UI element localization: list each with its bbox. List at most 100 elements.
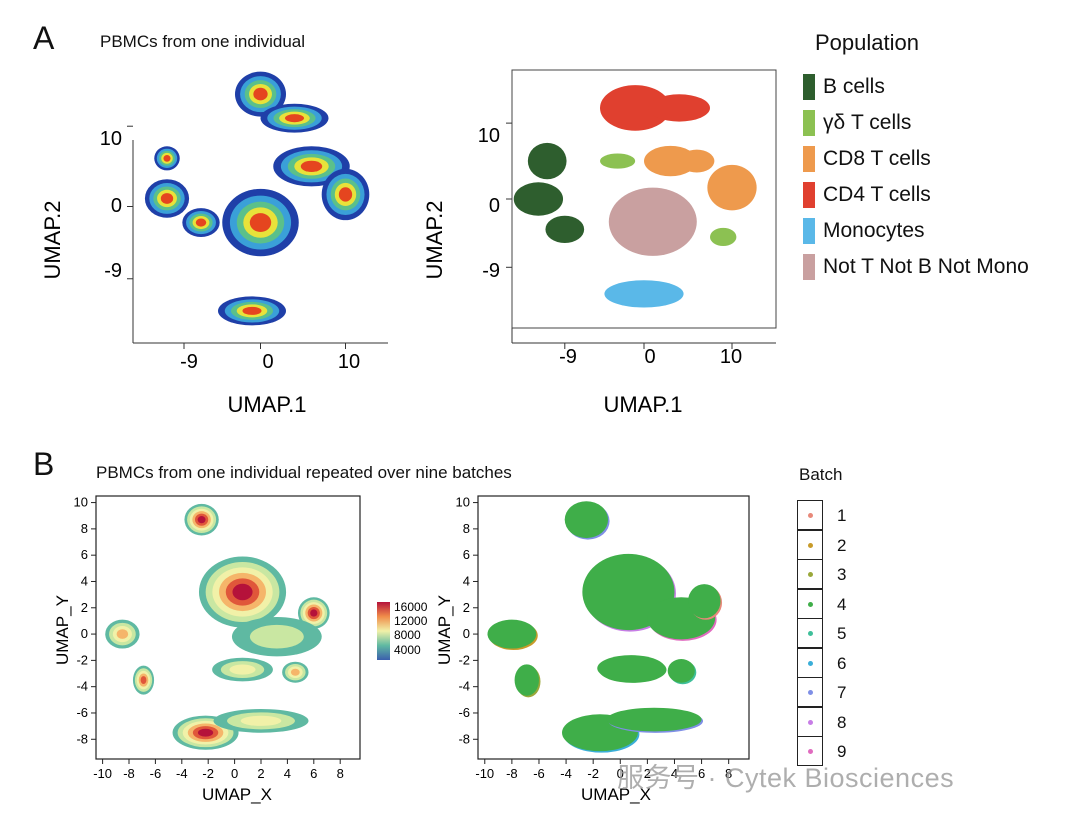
x-tick-label: 0 bbox=[617, 766, 624, 781]
batch-label: 5 bbox=[837, 624, 847, 643]
density-cluster bbox=[197, 728, 214, 737]
x-tick-label: -6 bbox=[150, 766, 162, 781]
y-tick-label: 0 bbox=[463, 626, 470, 641]
panel-b-plots: -10 -8 -6 -4 -2 0 2 4 6 8 10 8 6 4 2 0 -2 -4 -6 -8 UMAP_X U… bbox=[53, 495, 750, 804]
y-tick-label: -2 bbox=[458, 652, 470, 667]
y-tick-label: 4 bbox=[81, 573, 88, 588]
y-tick-label: 10 bbox=[456, 495, 470, 510]
batch-legend-item: 2 bbox=[797, 529, 857, 562]
y-tick-label: -9 bbox=[482, 260, 500, 282]
batch-cluster bbox=[487, 619, 537, 649]
legend-label: CD8 T cells bbox=[823, 147, 931, 170]
y-tick-label: 0 bbox=[489, 195, 500, 217]
x-axis-label: UMAP.1 bbox=[603, 392, 682, 417]
density-clusters bbox=[105, 503, 330, 750]
y-tick-label: -9 bbox=[104, 260, 122, 282]
umap-density-heatmap: -10 -8 -6 -4 -2 0 2 4 6 8 10 8 6 4 2 0 -2 -4 -6 -8 UMAP_X U… bbox=[53, 495, 428, 804]
legend-swatch bbox=[803, 74, 815, 100]
umap-population-plot: 10 0 -9 -9 0 10 UMAP.1 UMAP.2 bbox=[422, 69, 777, 417]
umap-batch-plot: -10 -8 -6 -4 -2 0 2 4 6 8 10 8 6 4 2 0 -2 -4 -6 -8 UMAP_X U… bbox=[435, 495, 750, 804]
batch-label: 1 bbox=[837, 506, 847, 525]
batch-label: 9 bbox=[837, 742, 847, 761]
x-tick-label: -8 bbox=[506, 766, 518, 781]
x-tick-label: 8 bbox=[725, 766, 732, 781]
legend-swatch bbox=[803, 218, 815, 244]
x-tick-label: -4 bbox=[560, 766, 572, 781]
batch-dot bbox=[808, 601, 813, 607]
population-cluster bbox=[648, 94, 710, 122]
population-cluster bbox=[600, 85, 671, 131]
batch-clusters bbox=[487, 501, 723, 753]
y-tick-label: -6 bbox=[76, 705, 88, 720]
batch-legend-item: 9 bbox=[797, 736, 857, 768]
density-cluster bbox=[229, 664, 256, 675]
y-tick-label: 0 bbox=[81, 626, 88, 641]
y-tick-label: 10 bbox=[74, 495, 88, 510]
y-tick-label: 2 bbox=[81, 600, 88, 615]
x-axis-label: UMAP_X bbox=[202, 785, 272, 804]
legend-item: CD8 T cells bbox=[803, 146, 931, 172]
legend-label: γδ T cells bbox=[823, 111, 912, 134]
x-tick-label: 0 bbox=[262, 351, 273, 373]
density-cluster bbox=[290, 668, 300, 676]
x-tick-label: 10 bbox=[720, 346, 742, 368]
population-cluster bbox=[679, 149, 715, 173]
plot-frame bbox=[477, 495, 750, 760]
density-cluster bbox=[140, 676, 147, 685]
x-tick-label: -10 bbox=[475, 766, 494, 781]
x-tick-label: 2 bbox=[644, 766, 651, 781]
batch-legend-item: 7 bbox=[797, 677, 857, 709]
legend-swatch bbox=[803, 182, 815, 208]
batch-dot bbox=[808, 513, 813, 518]
colorbar-tick: 4000 bbox=[394, 643, 421, 657]
plot-frame bbox=[95, 495, 361, 760]
x-tick-label: -9 bbox=[180, 351, 198, 373]
batch-swatch-box bbox=[797, 706, 823, 737]
panel-a-plots: 10 0 -9 -9 0 10 UMAP.1 UMAP.2 10 0 -9 -9… bbox=[40, 69, 777, 417]
y-axis-label: UMAP_Y bbox=[435, 595, 454, 665]
legend-item: Monocytes bbox=[803, 218, 925, 244]
density-cluster bbox=[249, 624, 304, 649]
batch-label: 2 bbox=[837, 535, 847, 555]
y-tick-label: 4 bbox=[463, 573, 470, 588]
density-cluster bbox=[284, 114, 305, 123]
density-cluster bbox=[300, 160, 323, 172]
population-cluster bbox=[527, 142, 567, 180]
legend-label: B cells bbox=[823, 75, 885, 98]
legend-item: B cells bbox=[803, 74, 885, 100]
y-tick-label: -8 bbox=[76, 731, 88, 746]
x-tick-label: 6 bbox=[310, 766, 317, 781]
batch-swatch-box bbox=[797, 677, 823, 707]
legend-label: Not T Not B Not Mono bbox=[823, 255, 1029, 278]
population-cluster bbox=[545, 215, 585, 244]
batch-legend-item: 6 bbox=[797, 647, 857, 680]
density-cluster bbox=[338, 187, 353, 202]
batch-label: 6 bbox=[837, 653, 847, 673]
legend-swatch bbox=[803, 254, 815, 280]
x-tick-label: 6 bbox=[698, 766, 705, 781]
batch-cluster bbox=[514, 664, 539, 696]
population-clusters bbox=[513, 85, 757, 308]
density-cluster bbox=[242, 306, 262, 315]
y-axis-label: UMAP_Y bbox=[53, 595, 72, 665]
density-cluster bbox=[310, 609, 318, 617]
batch-dot bbox=[808, 660, 813, 666]
y-tick-label: -4 bbox=[76, 679, 88, 694]
batch-label: 7 bbox=[837, 683, 847, 702]
density-cluster bbox=[163, 154, 171, 162]
population-cluster bbox=[644, 145, 697, 177]
batch-swatch-box bbox=[797, 736, 823, 766]
batch-dot bbox=[808, 749, 813, 754]
population-cluster bbox=[707, 164, 757, 211]
batch-cluster bbox=[667, 659, 695, 683]
batch-legend-item: 3 bbox=[797, 559, 857, 591]
density-cluster bbox=[160, 193, 174, 204]
batch-swatch-box bbox=[797, 529, 823, 560]
batch-label: 4 bbox=[837, 594, 847, 614]
x-tick-label: -2 bbox=[587, 766, 599, 781]
y-tick-label: -4 bbox=[458, 679, 470, 694]
panel-b-subtitle: PBMCs from one individual repeated over … bbox=[96, 463, 512, 482]
batch-dot bbox=[808, 690, 813, 695]
legend-item: Not T Not B Not Mono bbox=[803, 254, 1029, 280]
x-tick-label: 4 bbox=[284, 766, 291, 781]
